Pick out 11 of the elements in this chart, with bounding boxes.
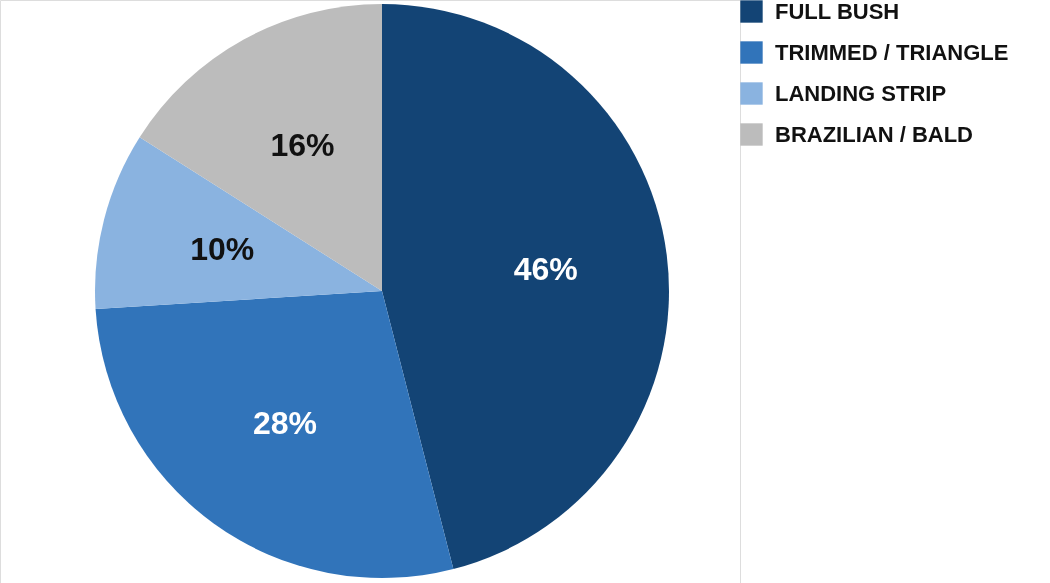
pie-slice (95, 291, 454, 578)
legend-label: FULL BUSH (775, 0, 900, 24)
legend-label: LANDING STRIP (775, 80, 947, 106)
data-label: 46% (513, 251, 578, 288)
pie-slice (139, 4, 382, 291)
legend-label: TRIMMED / TRIANGLE (775, 39, 1009, 65)
data-label: 10% (190, 230, 255, 267)
pie-slice (382, 4, 669, 569)
legend-label: BRAZILIAN / BALD (775, 121, 973, 147)
data-label: 28% (252, 405, 318, 442)
data-label: 16% (270, 127, 335, 164)
